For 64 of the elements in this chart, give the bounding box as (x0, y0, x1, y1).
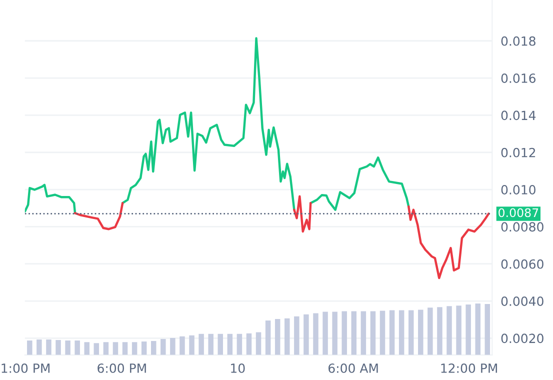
y-tick-label: 0.018 (501, 36, 536, 46)
bar (437, 307, 442, 355)
bar (484, 304, 490, 355)
bar (322, 312, 328, 355)
bar (112, 342, 118, 355)
bar (313, 313, 318, 355)
bar (446, 306, 452, 355)
y-tick-label: 0.014 (501, 110, 536, 120)
bar (389, 310, 395, 355)
bar (256, 332, 262, 355)
bar (141, 342, 147, 355)
bar (198, 334, 204, 355)
bar (122, 342, 128, 355)
y-tick-label: 0.012 (501, 148, 536, 158)
bar (418, 310, 424, 355)
bar (160, 338, 166, 355)
bar (84, 342, 90, 355)
y-tick-label: 0.010 (501, 185, 536, 194)
y-tick-label: 0.0080 (501, 222, 544, 232)
bar (189, 335, 194, 355)
x-tick-label: 6:00 PM (98, 363, 146, 373)
bar (370, 311, 376, 355)
bar (46, 340, 52, 355)
bar (398, 310, 404, 355)
bar (456, 306, 462, 355)
bar (342, 311, 347, 355)
bar (304, 314, 309, 355)
x-tick-label: 10 (231, 363, 245, 373)
bar (218, 334, 224, 355)
bar (103, 342, 109, 355)
bar (94, 343, 100, 355)
bar (208, 334, 214, 355)
bar (74, 340, 80, 355)
bar (274, 318, 280, 355)
bar (246, 333, 252, 355)
x-tick-label: 6:00 AM (328, 363, 378, 373)
bar (170, 338, 176, 355)
bar (475, 304, 480, 355)
bar (428, 308, 433, 355)
bar (65, 340, 70, 355)
x-tick-label: 12:00 PM (441, 363, 497, 373)
y-tick-label: 0.0040 (501, 296, 544, 306)
bar (227, 334, 233, 355)
y-tick-label: 0.016 (501, 74, 536, 83)
bar (380, 310, 386, 355)
bar (265, 320, 271, 355)
bar (294, 316, 300, 355)
bar (180, 336, 185, 355)
bar (56, 340, 61, 355)
x-tick-label: 1:00 PM (2, 363, 50, 373)
bar (466, 304, 471, 355)
bar (151, 341, 156, 355)
bar (351, 311, 357, 355)
bar (332, 312, 338, 355)
bar (132, 342, 138, 355)
bar (408, 310, 414, 355)
bar (236, 334, 242, 355)
y-tick-label: 0.0020 (501, 334, 544, 344)
ref-line-label: 0.0087 (498, 208, 538, 218)
bar (27, 340, 32, 355)
bar (36, 340, 42, 355)
bar (360, 311, 366, 355)
y-tick-label: 0.0060 (501, 259, 544, 269)
bar (284, 318, 290, 355)
